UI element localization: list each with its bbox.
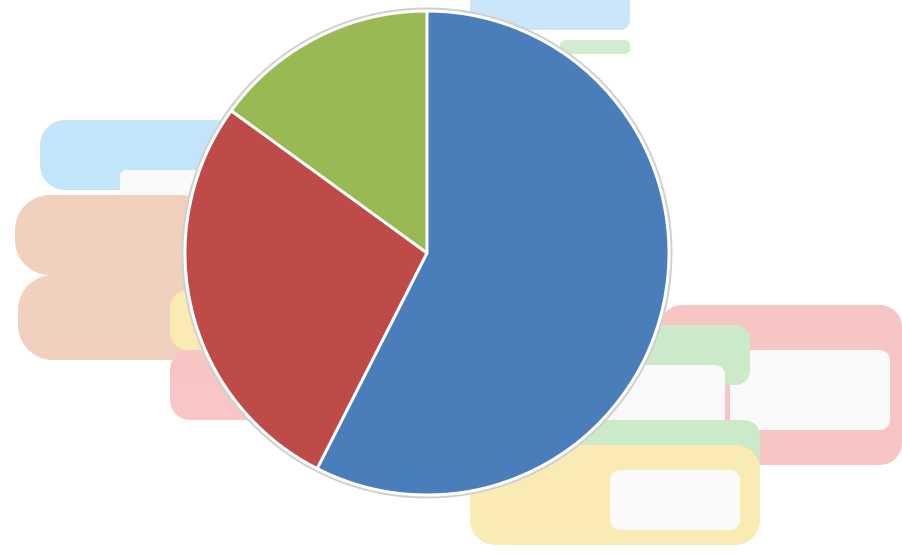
- book: [18, 275, 218, 360]
- pie-slice: [315, 9, 671, 497]
- book: [15, 195, 215, 275]
- book: [470, 445, 760, 545]
- book: [660, 305, 902, 465]
- book: [40, 120, 240, 190]
- pie-slice: [229, 9, 429, 255]
- pie-slice: [183, 109, 429, 471]
- book: [560, 40, 630, 54]
- pie-outline: [181, 7, 673, 499]
- book-pages: [610, 470, 740, 530]
- book: [560, 420, 760, 475]
- book-pages: [120, 170, 210, 200]
- book-pages: [730, 350, 890, 430]
- pie: [183, 9, 671, 497]
